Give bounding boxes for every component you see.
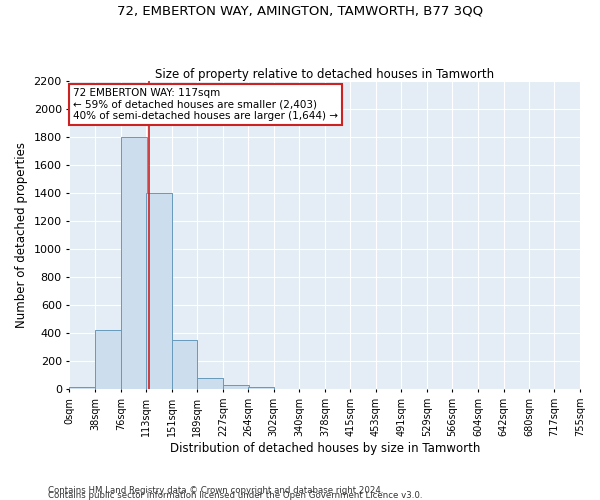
Bar: [95, 330, 121, 390]
Text: Contains public sector information licensed under the Open Government Licence v3: Contains public sector information licen…: [48, 491, 422, 500]
Text: Contains HM Land Registry data © Crown copyright and database right 2024.: Contains HM Land Registry data © Crown c…: [48, 486, 383, 495]
Bar: [223, 385, 248, 390]
Y-axis label: Number of detached properties: Number of detached properties: [15, 142, 28, 328]
Title: Size of property relative to detached houses in Tamworth: Size of property relative to detached ho…: [155, 68, 494, 81]
Bar: [172, 340, 197, 390]
Text: 72 EMBERTON WAY: 117sqm
← 59% of detached houses are smaller (2,403)
40% of semi: 72 EMBERTON WAY: 117sqm ← 59% of detache…: [73, 88, 338, 121]
Bar: [197, 378, 223, 390]
X-axis label: Distribution of detached houses by size in Tamworth: Distribution of detached houses by size …: [170, 442, 480, 455]
Bar: [248, 387, 274, 390]
Bar: [70, 387, 95, 390]
Bar: [146, 193, 172, 390]
Bar: [121, 137, 146, 390]
Text: 72, EMBERTON WAY, AMINGTON, TAMWORTH, B77 3QQ: 72, EMBERTON WAY, AMINGTON, TAMWORTH, B7…: [117, 5, 483, 18]
